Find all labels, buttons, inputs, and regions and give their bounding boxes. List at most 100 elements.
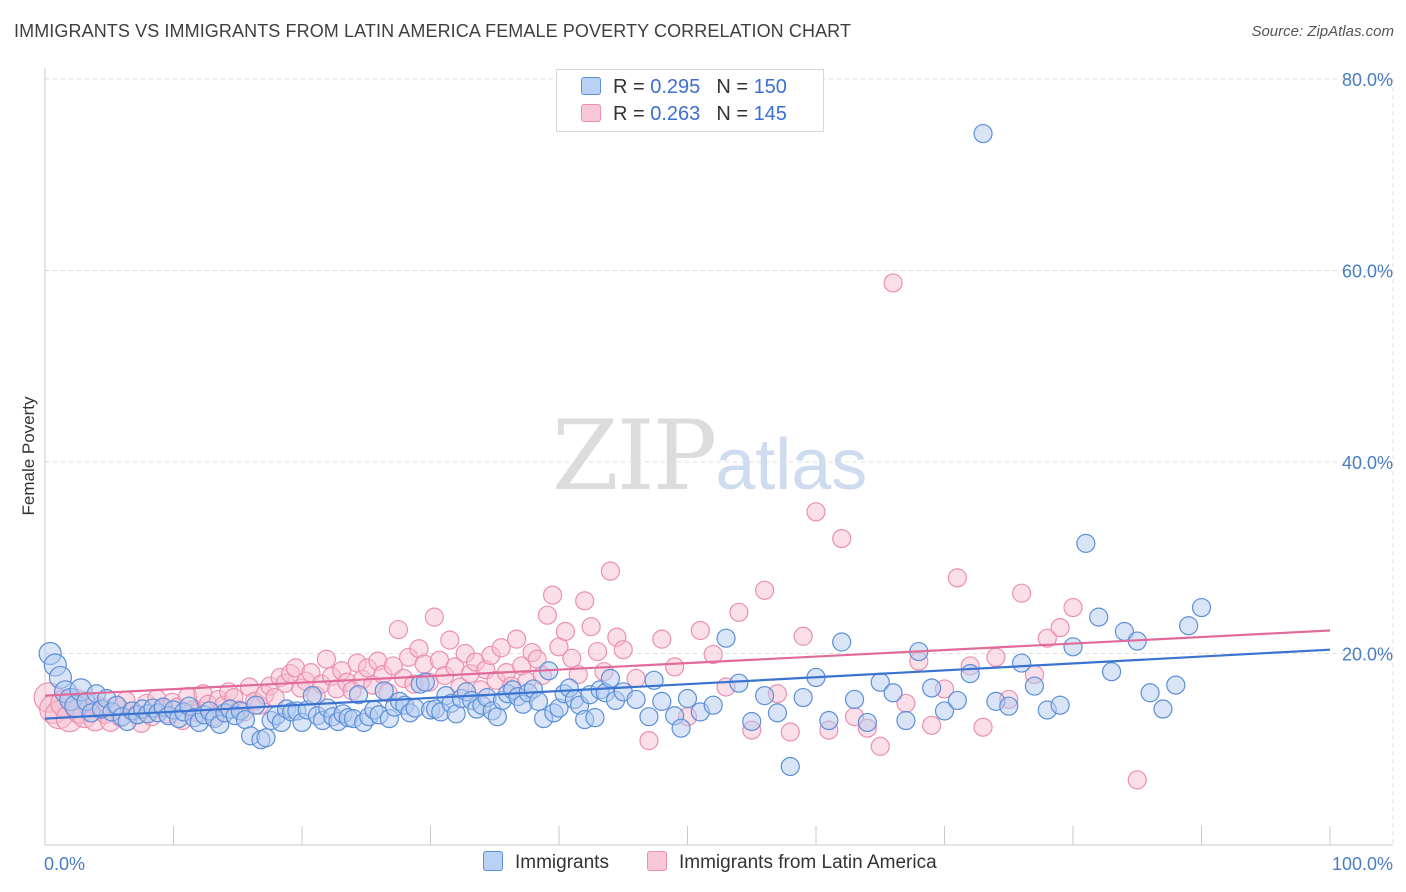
y-tick-label: 20.0% [1342,645,1393,665]
immigrants-point [716,628,736,648]
immigrants-point [652,691,672,711]
immigrants-point [487,707,507,727]
immigrants-points [38,123,1212,777]
immigrants-point [934,701,955,721]
latin-point [388,619,408,640]
latin-point [1011,583,1032,603]
immigrants-point [348,685,369,705]
immigrants-trend-line [44,648,1331,720]
immigrants-point [677,688,698,709]
immigrants-point [960,664,980,684]
legend-n-label: N = [716,76,748,98]
y-tick-label: 40.0% [1342,453,1393,473]
legend-item-latin: Immigrants from Latin America [647,851,937,874]
latin-point [793,626,813,646]
latin-point [440,630,460,650]
immigrants-point [973,123,993,144]
latin-point [506,629,527,649]
latin-point [424,607,444,627]
latin-point [973,717,993,737]
latin-point [947,568,967,588]
immigrants-point [999,696,1019,716]
immigrants-point [793,687,813,708]
latin-point [832,528,852,549]
legend-n-label: N = [716,103,748,125]
immigrants-point [256,728,276,748]
immigrants-point [246,695,266,715]
immigrants-point [844,689,865,710]
immigrants-point [729,673,749,693]
latin-point [600,561,621,581]
latin-point [537,605,558,625]
legend-r-value-latin: 0.263 [650,103,701,125]
legend-label-immigrants: Immigrants [515,852,609,873]
latin-point [883,273,903,293]
legend-n-value-latin: 145 [753,103,787,125]
immigrants-point [1140,683,1160,703]
latin-point [1063,597,1083,618]
latin-point [870,736,890,756]
latin-point [922,715,942,735]
watermark-zip: ZIP [552,400,717,512]
legend-r-value-immigrants: 0.295 [650,76,701,98]
immigrants-point [1153,699,1173,719]
latin-point [1037,628,1057,648]
immigrants-point [819,710,839,731]
latin-point [383,656,403,676]
latin-point [729,602,749,622]
immigrants-point [767,703,788,723]
latin-point [587,641,608,662]
immigrants-point [1076,533,1096,553]
immigrants-point [302,686,322,706]
immigrants-point [1050,695,1070,715]
latin-point [316,649,337,669]
immigrants-point [415,672,435,692]
immigrants-legend-swatch [483,851,503,871]
latin-point [1050,618,1070,638]
immigrants-point [896,710,916,731]
y-tick-label: 60.0% [1342,262,1393,282]
immigrants-point [374,681,394,701]
watermark: ZIPatlas [552,400,867,512]
immigrants-point [780,756,800,777]
latin-point [491,638,511,658]
latin-point [568,664,588,685]
y-axis-label: Female Poverty [19,396,38,516]
latin-point [703,644,723,665]
latin-legend-swatch [647,851,667,871]
immigrants-point [639,707,659,727]
latin-point [542,585,563,605]
latin-point [575,591,595,611]
immigrants-point [1179,616,1199,636]
latin-point [555,621,576,642]
legend-label-latin: Immigrants from Latin America [679,852,937,873]
latin-point [639,731,659,751]
immigrants-point [585,708,605,728]
x-tick-label-max: 100.0% [1332,854,1393,874]
correlation-legend: R = 0.295 N = 150 R = 0.263 N = 145 [556,69,824,132]
trend-lines [44,629,1331,720]
source-label: Source: ZipAtlas.com [1251,23,1394,40]
tick-labels: 20.0% 40.0% 60.0% 80.0% 0.0% 100.0% Female Pov… [19,70,1393,874]
latin-point [690,620,710,641]
latin-point [613,640,633,660]
immigrants-point [600,668,621,688]
latin-point [665,657,685,677]
immigrants-point [671,718,691,738]
latin-point [652,629,672,649]
series-legend: Immigrants Immigrants from Latin America [0,851,1406,877]
latin-point [806,502,826,522]
legend-r-label: R = [613,76,645,98]
immigrants-point [832,632,852,652]
immigrants-point [883,683,903,703]
immigrants-point [703,695,723,715]
immigrants-point [922,678,942,698]
watermark-atlas: atlas [715,425,868,505]
legend-row-immigrants: R = 0.295 N = 150 [581,76,787,98]
latin-trend-line [44,629,1331,697]
legend-n-value-immigrants: 150 [753,76,787,98]
latin-point [986,647,1006,667]
legend-row-latin: R = 0.263 N = 145 [581,103,787,125]
immigrants-point [1011,653,1032,673]
